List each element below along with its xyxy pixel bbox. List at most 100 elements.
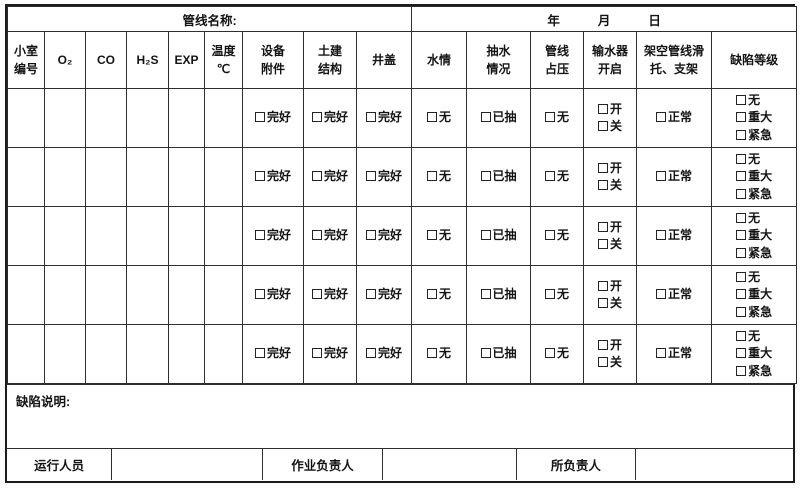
temperature-input-cell[interactable] [204,88,243,148]
checkbox-option-pipeline-occupation-0[interactable]: 无 [545,228,569,242]
oxygen-input-cell[interactable] [44,324,86,384]
chamber-number-input-cell[interactable] [7,324,45,384]
checkbox-option-pipeline-occupation-0[interactable]: 无 [545,287,569,301]
checkbox-option-pumping-status-0[interactable]: 已抽 [480,169,517,183]
carbon-monoxide-input-cell[interactable] [85,88,127,148]
checkbox-option-pipeline-occupation-0[interactable]: 无 [545,346,569,360]
checkbox-icon[interactable] [736,289,747,300]
checkbox-icon[interactable] [736,306,747,317]
checkbox-option-water-condition-0[interactable]: 无 [427,346,451,360]
hydrogen-sulfide-input-cell[interactable] [126,88,169,148]
checkbox-icon[interactable] [427,171,438,182]
checkbox-icon[interactable] [254,289,265,300]
checkbox-icon[interactable] [736,212,747,223]
checkbox-option-manhole-cover-0[interactable]: 完好 [366,228,402,242]
checkbox-option-civil-structure-0[interactable]: 完好 [311,346,348,360]
checkbox-icon[interactable] [598,357,609,367]
explosive-gas-input-cell[interactable] [168,88,205,148]
checkbox-icon[interactable] [311,112,322,123]
checkbox-icon[interactable] [254,171,265,182]
checkbox-option-equipment-accessories-0[interactable]: 完好 [254,169,291,183]
hydrogen-sulfide-input-cell[interactable] [126,265,169,325]
checkbox-option-overhead-support-0[interactable]: 正常 [656,228,692,242]
checkbox-option-defect-level-2[interactable]: 紧急 [736,363,772,380]
checkbox-icon[interactable] [480,112,491,123]
checkbox-option-civil-structure-0[interactable]: 完好 [311,287,348,301]
checkbox-option-overhead-support-0[interactable]: 正常 [656,110,692,124]
job-supervisor-signature-field[interactable] [383,449,518,480]
checkbox-option-manhole-cover-0[interactable]: 完好 [366,346,402,360]
checkbox-option-pumping-status-0[interactable]: 已抽 [480,346,517,360]
checkbox-icon[interactable] [656,171,667,182]
checkbox-icon[interactable] [736,230,747,241]
checkbox-option-water-feeder-switch-1[interactable]: 关 [598,177,622,194]
checkbox-option-water-feeder-switch-0[interactable]: 开 [598,278,622,295]
checkbox-icon[interactable] [366,112,377,123]
checkbox-icon[interactable] [736,112,747,123]
checkbox-option-water-feeder-switch-0[interactable]: 开 [598,219,622,236]
chamber-number-input-cell[interactable] [7,206,45,266]
checkbox-icon[interactable] [736,153,747,164]
temperature-input-cell[interactable] [204,324,243,384]
checkbox-option-defect-level-1[interactable]: 重大 [736,227,772,244]
checkbox-option-water-condition-0[interactable]: 无 [427,110,451,124]
hydrogen-sulfide-input-cell[interactable] [126,206,169,266]
checkbox-option-water-condition-0[interactable]: 无 [427,228,451,242]
checkbox-option-equipment-accessories-0[interactable]: 完好 [254,228,291,242]
checkbox-option-overhead-support-0[interactable]: 正常 [656,287,692,301]
checkbox-icon[interactable] [366,289,377,300]
checkbox-icon[interactable] [254,230,265,241]
checkbox-icon[interactable] [254,348,265,359]
carbon-monoxide-input-cell[interactable] [85,206,127,266]
hydrogen-sulfide-input-cell[interactable] [126,324,169,384]
checkbox-option-manhole-cover-0[interactable]: 完好 [366,110,402,124]
hydrogen-sulfide-input-cell[interactable] [126,147,169,207]
checkbox-option-pipeline-occupation-0[interactable]: 无 [545,110,569,124]
checkbox-option-defect-level-0[interactable]: 无 [736,210,772,227]
explosive-gas-input-cell[interactable] [168,206,205,266]
checkbox-icon[interactable] [656,289,667,300]
checkbox-icon[interactable] [311,230,322,241]
checkbox-option-equipment-accessories-0[interactable]: 完好 [254,287,291,301]
checkbox-option-pumping-status-0[interactable]: 已抽 [480,110,517,124]
checkbox-icon[interactable] [545,112,556,123]
temperature-input-cell[interactable] [204,265,243,325]
checkbox-icon[interactable] [736,247,747,258]
oxygen-input-cell[interactable] [44,206,86,266]
checkbox-icon[interactable] [598,180,609,190]
checkbox-option-defect-level-2[interactable]: 紧急 [736,245,772,262]
checkbox-option-water-feeder-switch-0[interactable]: 开 [598,337,622,354]
checkbox-icon[interactable] [366,348,377,359]
checkbox-option-overhead-support-0[interactable]: 正常 [656,346,692,360]
checkbox-option-overhead-support-0[interactable]: 正常 [656,169,692,183]
checkbox-option-pumping-status-0[interactable]: 已抽 [480,287,517,301]
checkbox-icon[interactable] [311,289,322,300]
checkbox-option-pumping-status-0[interactable]: 已抽 [480,228,517,242]
checkbox-option-water-feeder-switch-0[interactable]: 开 [598,160,622,177]
oxygen-input-cell[interactable] [44,147,86,207]
checkbox-icon[interactable] [598,298,609,308]
checkbox-icon[interactable] [427,230,438,241]
checkbox-option-defect-level-1[interactable]: 重大 [736,168,772,185]
defect-note-section[interactable]: 缺陷说明: [7,384,793,448]
checkbox-option-defect-level-1[interactable]: 重大 [736,109,772,126]
checkbox-icon[interactable] [545,348,556,359]
checkbox-icon[interactable] [736,348,747,359]
checkbox-option-defect-level-2[interactable]: 紧急 [736,186,772,203]
oxygen-input-cell[interactable] [44,265,86,325]
checkbox-icon[interactable] [656,230,667,241]
checkbox-option-equipment-accessories-0[interactable]: 完好 [254,110,291,124]
checkbox-option-defect-level-0[interactable]: 无 [736,151,772,168]
chamber-number-input-cell[interactable] [7,265,45,325]
checkbox-icon[interactable] [311,171,322,182]
checkbox-icon[interactable] [480,230,491,241]
checkbox-icon[interactable] [736,94,747,105]
checkbox-option-manhole-cover-0[interactable]: 完好 [366,287,402,301]
checkbox-icon[interactable] [598,103,609,114]
checkbox-icon[interactable] [427,112,438,123]
checkbox-option-defect-level-0[interactable]: 无 [736,328,772,345]
checkbox-option-water-feeder-switch-1[interactable]: 关 [598,354,622,371]
chamber-number-input-cell[interactable] [7,147,45,207]
checkbox-option-civil-structure-0[interactable]: 完好 [311,169,348,183]
chamber-number-input-cell[interactable] [7,88,45,148]
